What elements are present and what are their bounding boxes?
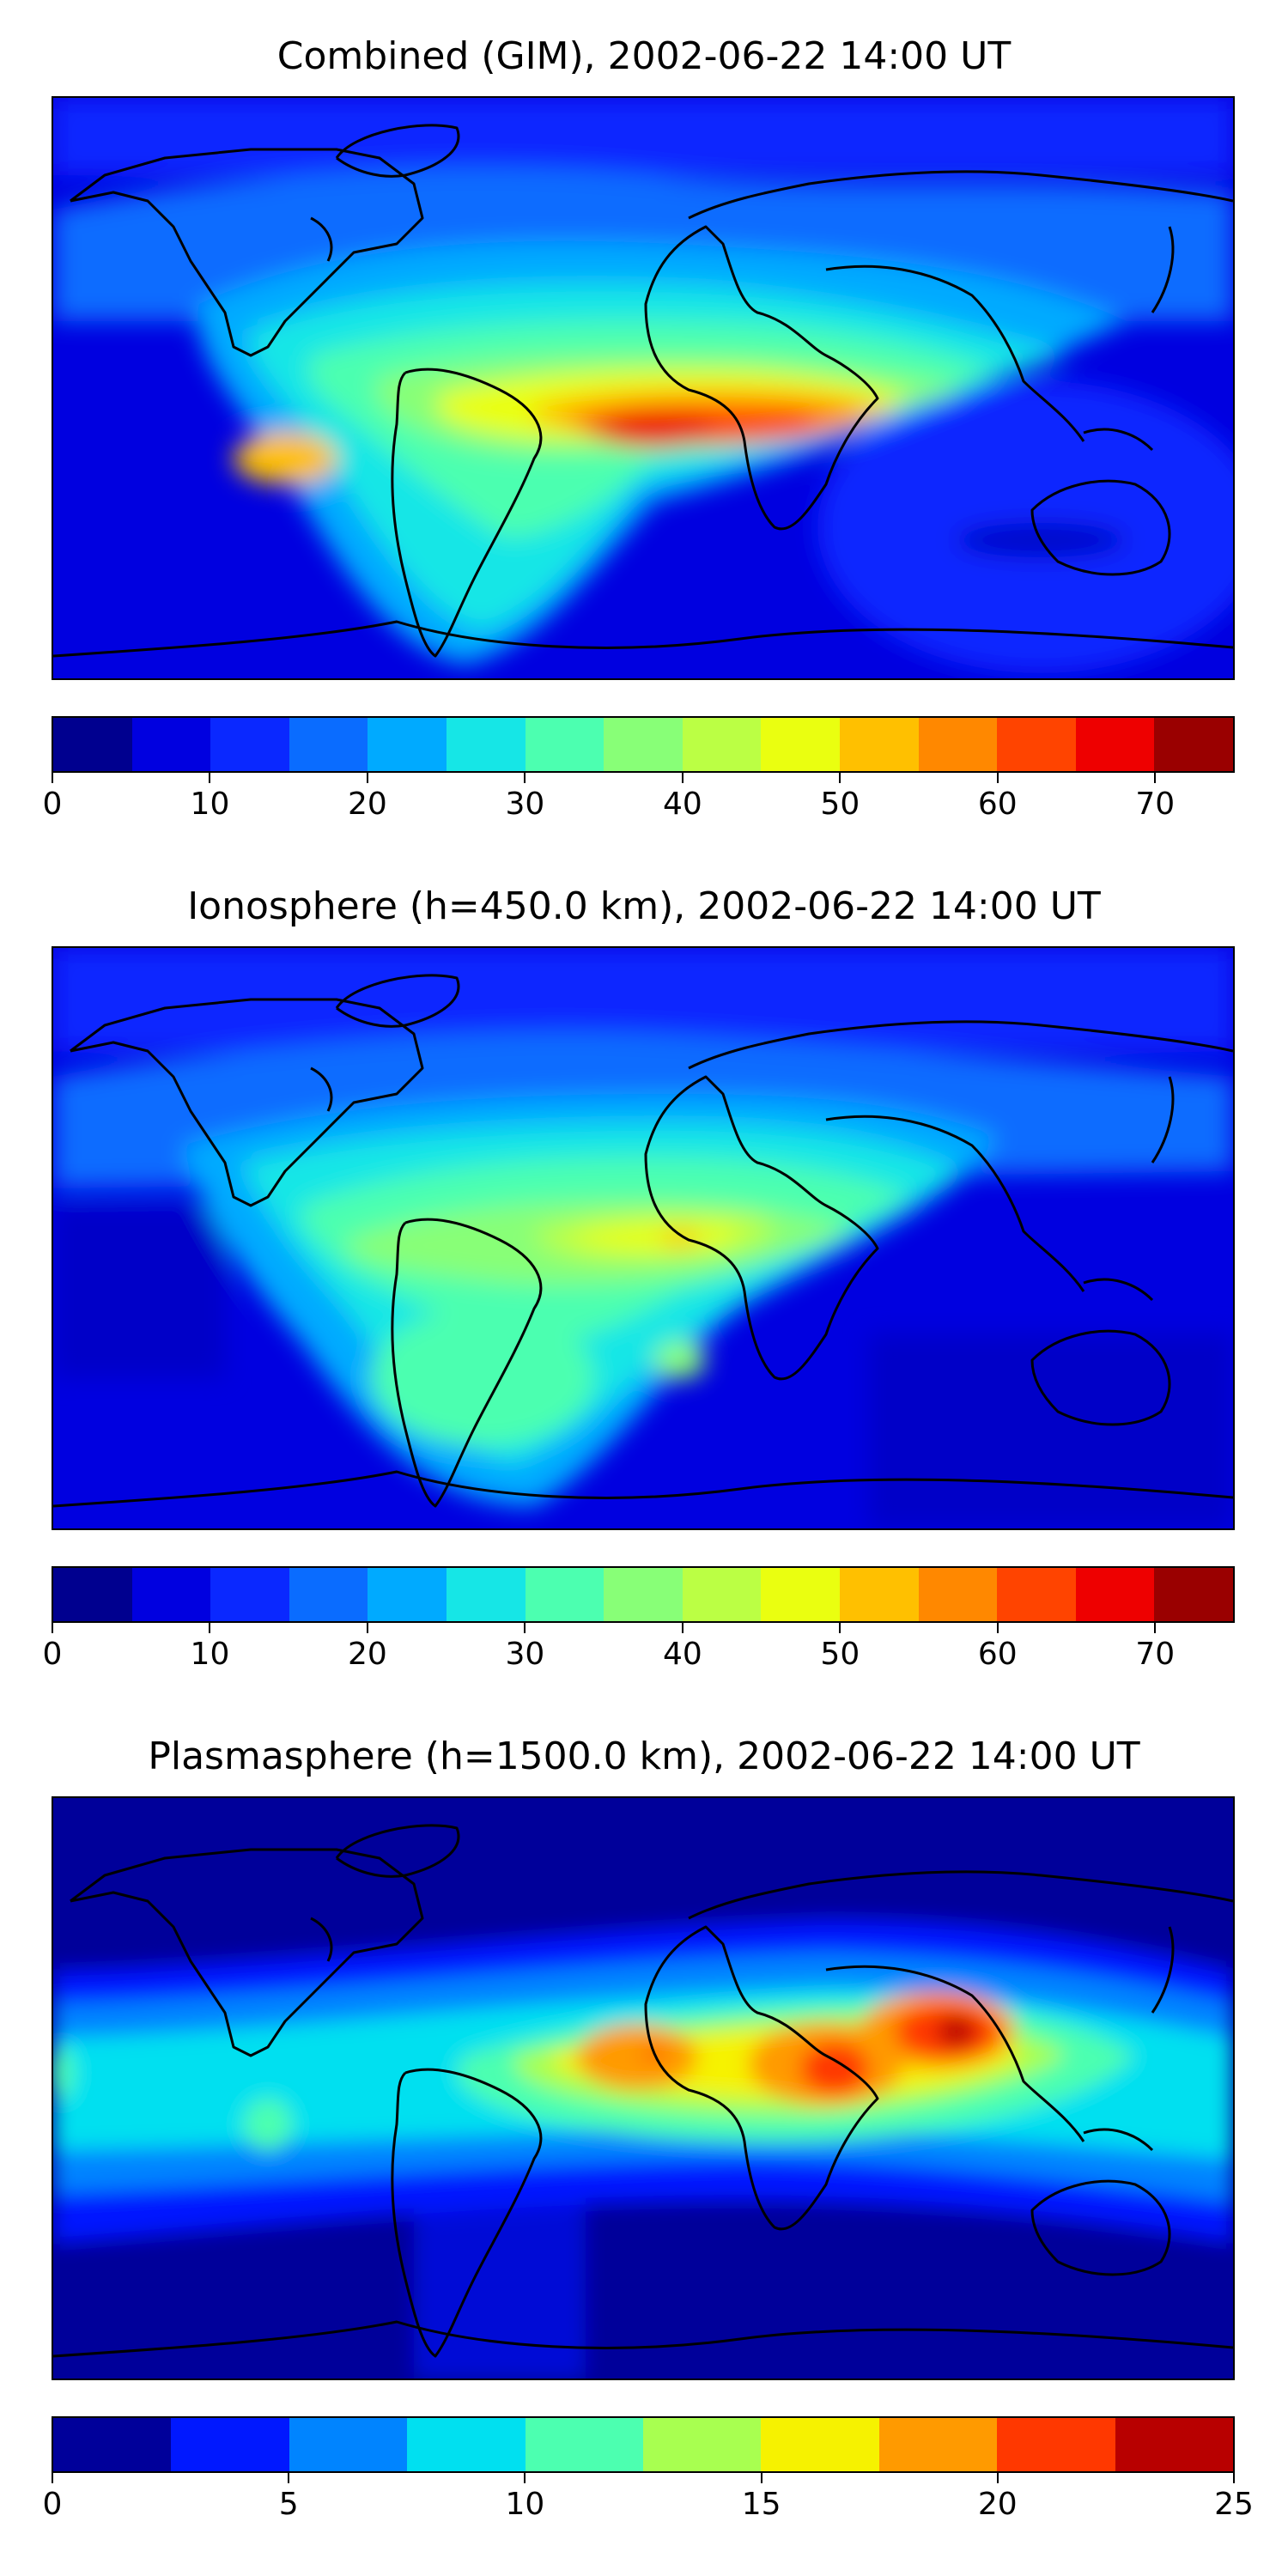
colorbar-segment — [53, 2418, 172, 2471]
colorbar-tick-label: 70 — [1135, 787, 1176, 822]
colorbar-segment — [682, 1568, 762, 1621]
colorbar-segment — [525, 1568, 605, 1621]
colorbar-tick — [681, 1623, 683, 1633]
colorbar-tick — [996, 2473, 999, 2483]
ionosphere-tec-map — [52, 946, 1235, 1530]
colorbar-segment — [918, 1568, 998, 1621]
colorbar-segment — [1154, 1568, 1233, 1621]
colorbar-tick — [366, 773, 368, 783]
colorbar-segment — [446, 1568, 526, 1621]
colorbar-tick-label: 10 — [505, 2487, 545, 2522]
colorbar-segment — [761, 1568, 840, 1621]
colorbar-tick — [288, 2473, 290, 2483]
colorbar-segment — [53, 718, 132, 771]
colorbar-segment — [446, 718, 526, 771]
colorbar-tick-label: 60 — [977, 1637, 1018, 1672]
colorbar-tick-label: 50 — [820, 787, 860, 822]
colorbar-tick — [366, 1623, 368, 1633]
colorbar-segment — [131, 718, 211, 771]
colorbar-segment — [1115, 2418, 1234, 2471]
colorbar-segment — [839, 1568, 919, 1621]
colorbar-segment — [210, 1568, 289, 1621]
colorbar-tick — [839, 1623, 841, 1633]
colorbar-segment — [997, 718, 1076, 771]
colorbar-tick-label: 20 — [977, 2487, 1018, 2522]
colorbar-tick — [524, 2473, 526, 2483]
colorbar-segment — [761, 718, 840, 771]
colorbar-tick-label: 20 — [348, 787, 387, 822]
colorbar-tick-label: 0 — [42, 2487, 63, 2522]
colorbar-segment — [289, 2418, 408, 2471]
colorbar-segment — [997, 2418, 1115, 2471]
colorbar-tick — [760, 2473, 762, 2483]
colorbar-tick — [839, 773, 841, 783]
combined-tec-map — [52, 96, 1235, 680]
colorbar-segment — [761, 2418, 879, 2471]
colorbar-tick — [524, 773, 526, 783]
colorbar-segment — [171, 2418, 289, 2471]
colorbar-segment — [289, 718, 368, 771]
colorbar-tick-label: 40 — [662, 1637, 702, 1672]
colorbar-segment — [604, 1568, 683, 1621]
colorbar-segment — [1075, 1568, 1155, 1621]
colorbar-tick — [209, 773, 211, 783]
colorbar-tick — [52, 2473, 53, 2483]
colorbar-segment — [53, 1568, 132, 1621]
colorbar-tick — [1154, 773, 1157, 783]
colorbar-segment — [1154, 718, 1233, 771]
colorbar-tick — [209, 1623, 211, 1633]
colorbar-tick-label: 60 — [977, 787, 1018, 822]
colorbar-tick — [524, 1623, 526, 1633]
colorbar-segment — [289, 1568, 368, 1621]
colorbar-tick-label: 20 — [348, 1637, 387, 1672]
colorbar-tick-label: 10 — [190, 1637, 230, 1672]
colorbar-tick-label: 40 — [662, 787, 702, 822]
colorbar-segment — [839, 718, 919, 771]
colorbar-segment — [131, 1568, 211, 1621]
colorbar-tick-label: 10 — [190, 787, 230, 822]
colorbar-tick-label: 30 — [505, 787, 545, 822]
colorbar-segment — [368, 1568, 447, 1621]
colorbar-segment — [682, 718, 762, 771]
panel-title: Ionosphere (h=450.0 km), 2002-06-22 14:0… — [187, 884, 1101, 928]
colorbar-segment — [525, 718, 605, 771]
colorbar-tick-label: 15 — [741, 2487, 781, 2522]
colorbar-segment — [918, 718, 998, 771]
colorbar-tick — [681, 773, 683, 783]
colorbar-tick — [52, 773, 53, 783]
colorbar-tick-label: 0 — [42, 1637, 63, 1672]
colorbar-segment — [525, 2418, 644, 2471]
plasmasphere-tec-map — [52, 1796, 1235, 2380]
colorbar-tick-label: 5 — [278, 2487, 299, 2522]
colorbar-segment — [368, 718, 447, 771]
colorbar-segment — [643, 2418, 762, 2471]
colorbar-segment — [407, 2418, 526, 2471]
colorbar-tick-label: 0 — [42, 787, 63, 822]
panel-title: Plasmasphere (h=1500.0 km), 2002-06-22 1… — [148, 1735, 1140, 1778]
colorbar-tick-label: 70 — [1135, 1637, 1176, 1672]
colorbar-tick — [996, 1623, 999, 1633]
colorbar-tick — [1233, 2473, 1235, 2483]
colorbar — [52, 716, 1235, 773]
colorbar-segment — [210, 718, 289, 771]
colorbar-tick-label: 25 — [1214, 2487, 1254, 2522]
colorbar-segment — [997, 1568, 1076, 1621]
colorbar-segment — [604, 718, 683, 771]
colorbar-segment — [1075, 718, 1155, 771]
colorbar — [52, 2416, 1235, 2473]
colorbar-tick-label: 50 — [820, 1637, 860, 1672]
panel-title: Combined (GIM), 2002-06-22 14:00 UT — [276, 34, 1012, 78]
colorbar-tick — [52, 1623, 53, 1633]
colorbar — [52, 1566, 1235, 1623]
colorbar-tick — [996, 773, 999, 783]
colorbar-segment — [878, 2418, 998, 2471]
colorbar-tick — [1154, 1623, 1157, 1633]
colorbar-tick-label: 30 — [505, 1637, 545, 1672]
